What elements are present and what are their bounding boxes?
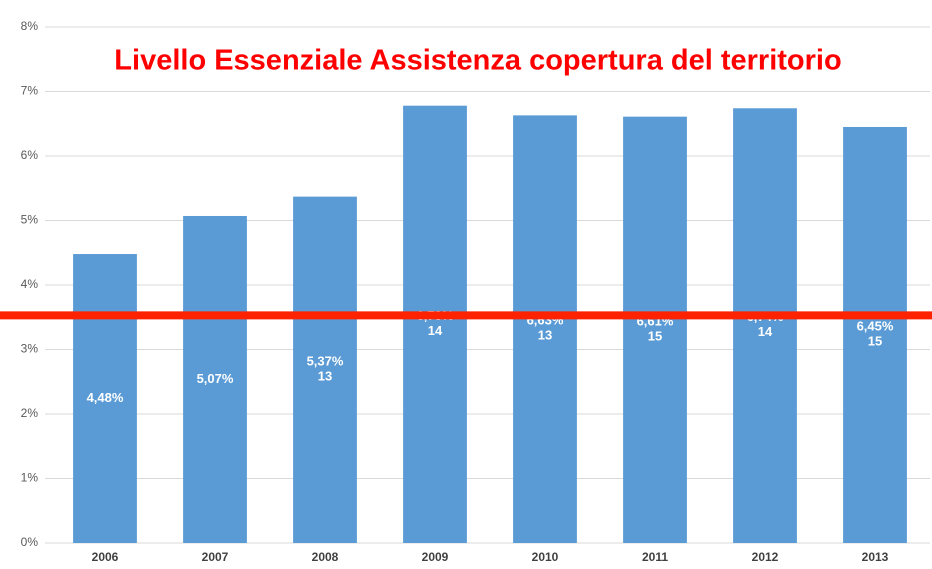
x-tick-label: 2012 [752, 550, 779, 564]
bar [293, 196, 357, 543]
y-tick-label: 4% [21, 277, 39, 291]
y-tick-label: 0% [21, 535, 39, 549]
count-label: 15 [868, 333, 882, 348]
y-tick-label: 3% [21, 342, 39, 356]
y-tick-label: 8% [21, 19, 39, 33]
x-tick-label: 2013 [862, 550, 889, 564]
y-tick-label: 1% [21, 471, 39, 485]
bar [623, 116, 687, 543]
bar [183, 215, 247, 544]
x-tick-label: 2009 [422, 550, 449, 564]
value-label: 4,48% [87, 390, 124, 405]
bar [733, 108, 797, 544]
bar [73, 254, 137, 544]
x-tick-label: 2006 [92, 550, 119, 564]
x-tick-label: 2010 [532, 550, 559, 564]
y-tick-label: 7% [21, 84, 39, 98]
value-label: 5,37% [307, 353, 344, 368]
bar [513, 115, 577, 544]
count-label: 15 [648, 328, 662, 343]
y-tick-label: 5% [21, 213, 39, 227]
count-label: 14 [758, 324, 773, 339]
count-label: 14 [428, 323, 443, 338]
count-label: 13 [318, 368, 332, 383]
y-tick-label: 2% [21, 406, 39, 420]
y-tick-label: 6% [21, 148, 39, 162]
bar [403, 105, 467, 543]
x-tick-label: 2011 [642, 550, 668, 564]
x-tick-label: 2008 [312, 550, 339, 564]
count-label: 13 [538, 328, 552, 343]
value-label: 5,07% [197, 371, 234, 386]
chart-title: Livello Essenziale Assistenza copertura … [114, 45, 841, 77]
x-tick-label: 2007 [202, 550, 229, 564]
bar [843, 126, 907, 543]
value-label: 6,45% [857, 318, 894, 333]
